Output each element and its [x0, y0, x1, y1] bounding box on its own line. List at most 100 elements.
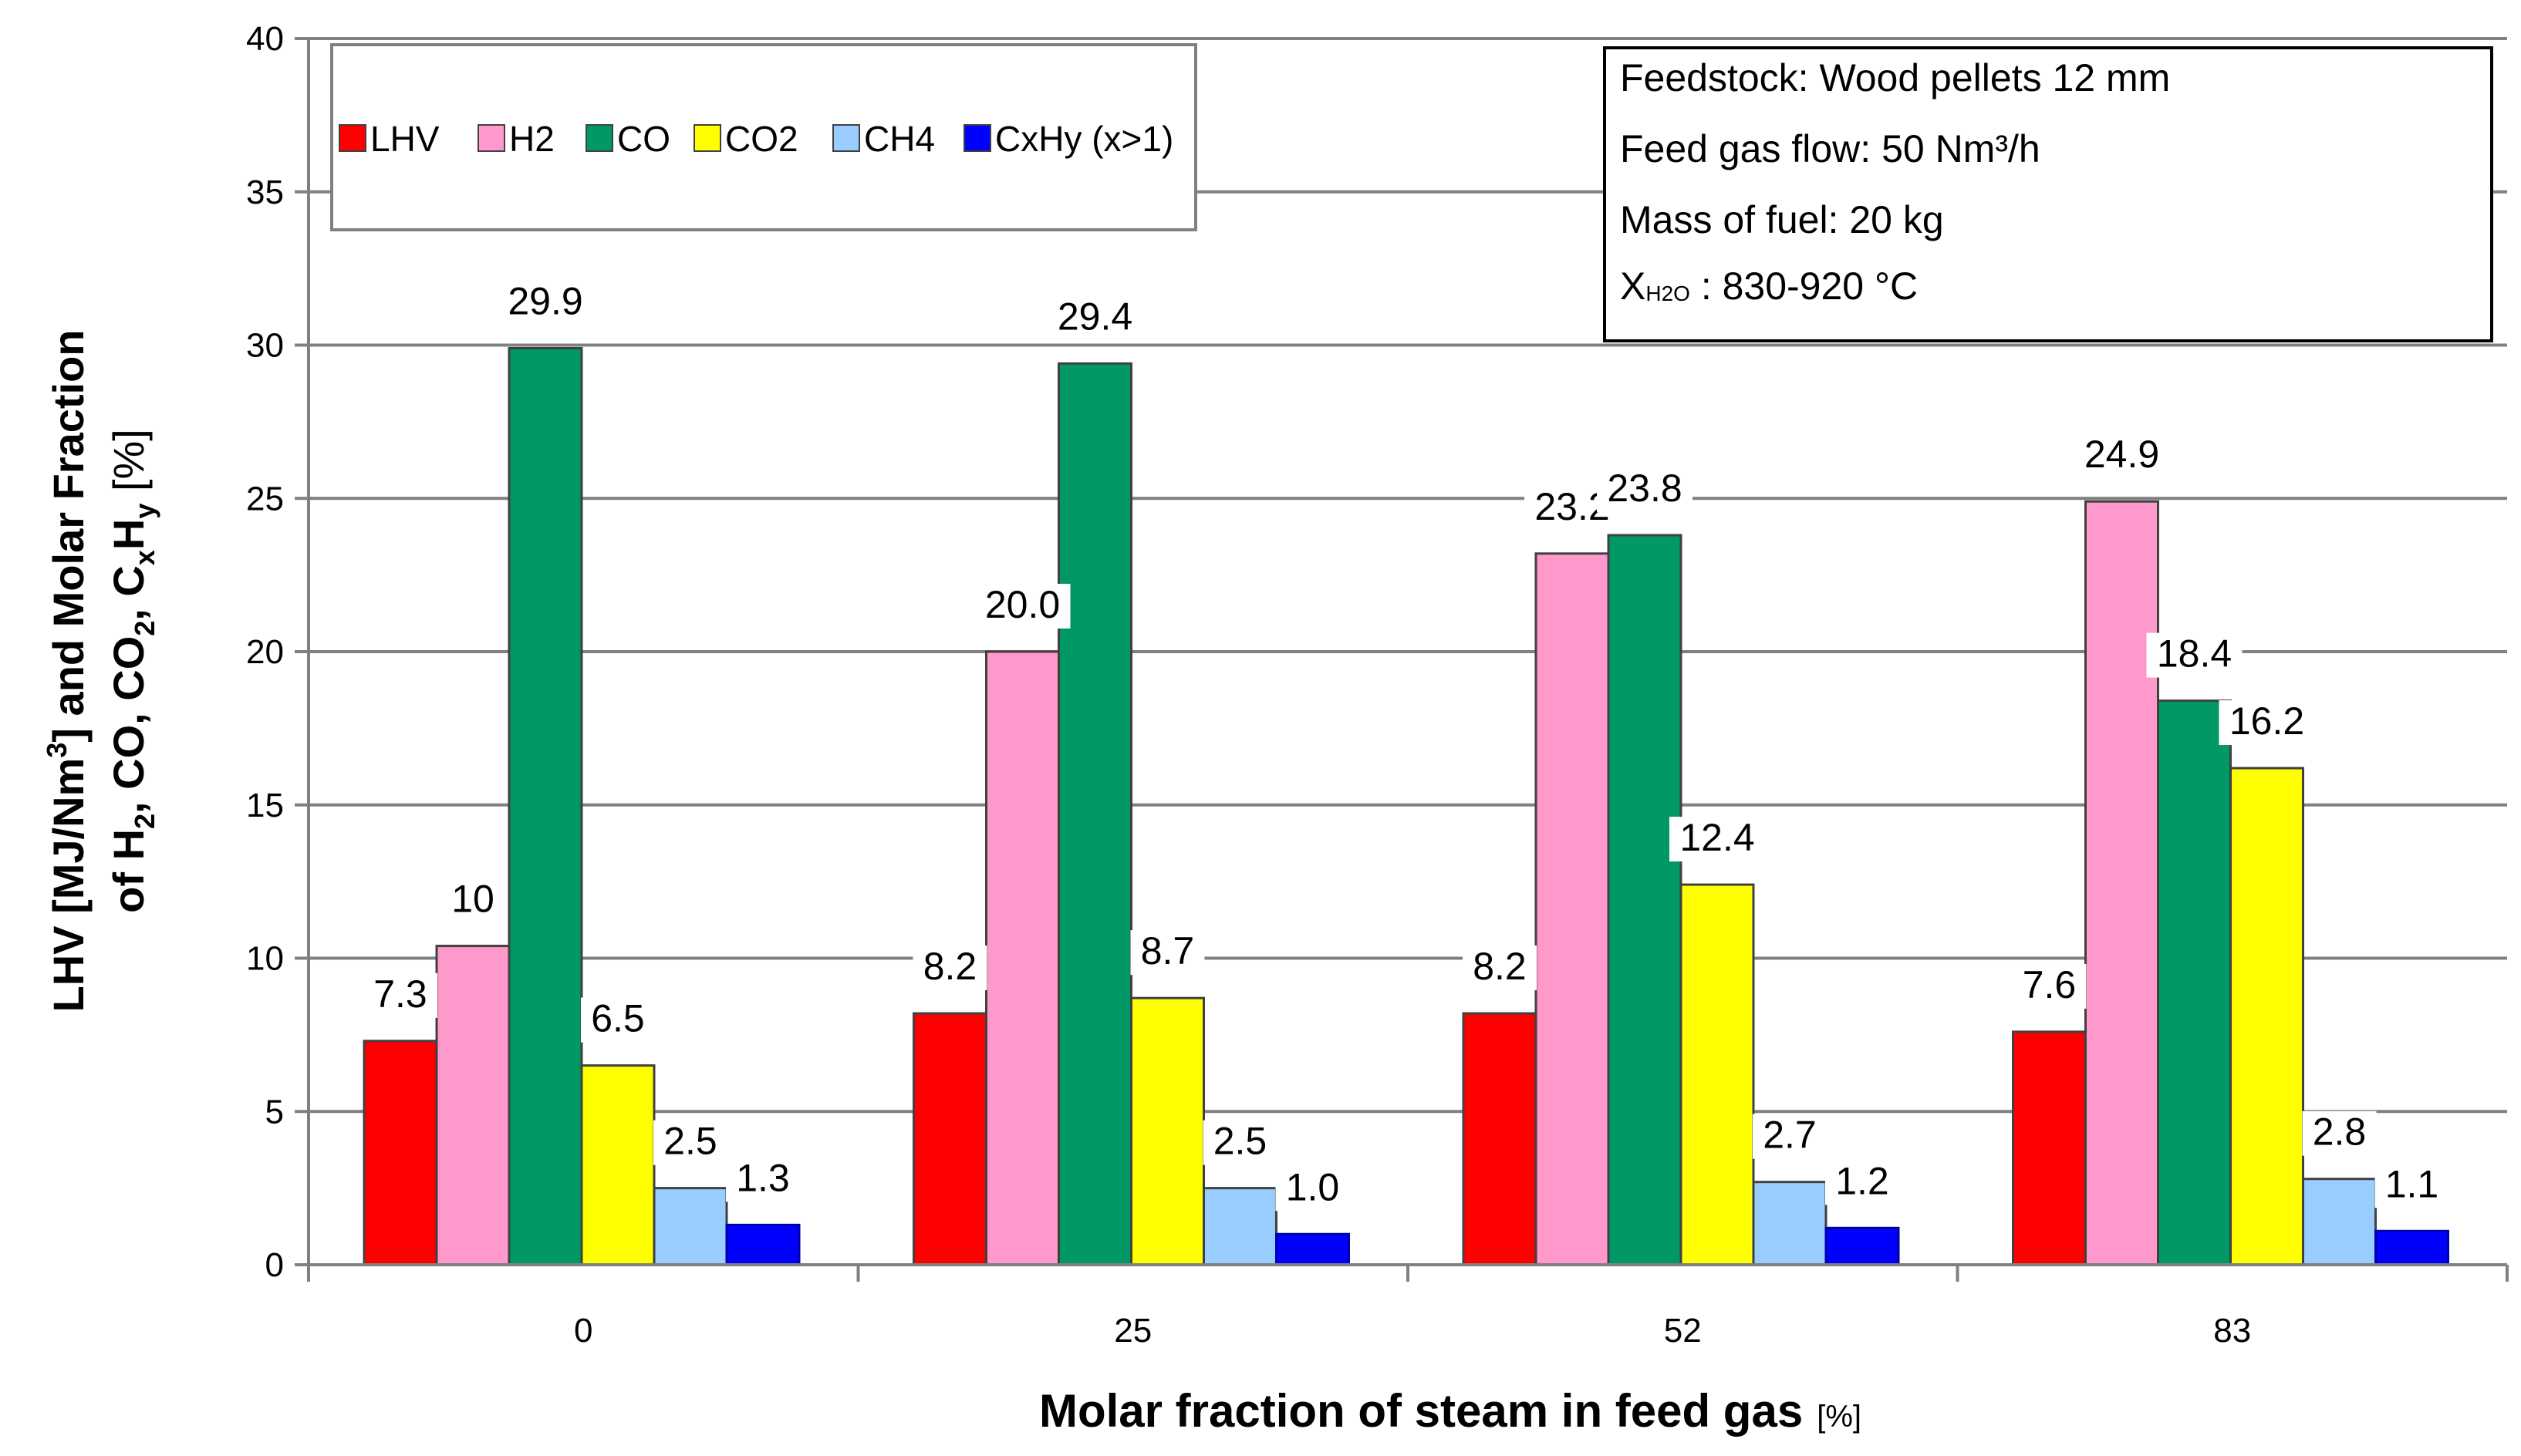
data-label: 2.8: [2313, 1111, 2367, 1154]
data-label: 1.1: [2385, 1162, 2439, 1205]
bar-h2-52: [1534, 552, 1610, 1266]
bar-cxhy-0: [725, 1223, 801, 1266]
legend-label: H2: [509, 119, 555, 159]
data-label-bg: [1753, 1114, 1827, 1159]
data-label: 8.2: [923, 945, 977, 988]
data-label: 12.4: [1679, 816, 1754, 859]
data-label: 29.9: [508, 279, 582, 322]
info-temperature: XH2O : 830-920 °C: [1620, 265, 1918, 308]
bars: [363, 346, 2449, 1266]
bar-ch4-52: [1752, 1181, 1827, 1266]
legend-label: CO2: [725, 119, 798, 159]
info-mass-of-fuel: Mass of fuel: 20 kg: [1620, 198, 1944, 241]
data-label-bg: [1597, 467, 1692, 512]
data-label-bg: [581, 997, 655, 1043]
bar-cxhy-25: [1275, 1232, 1350, 1266]
legend-label: CH4: [864, 119, 935, 159]
x-tick-label: 52: [1664, 1312, 1702, 1350]
data-label-bg: [1203, 1120, 1277, 1165]
data-label: 2.7: [1763, 1114, 1817, 1157]
data-label-bg: [653, 1120, 727, 1165]
data-label-bg: [2012, 963, 2087, 1009]
bar-ch4-0: [653, 1187, 728, 1266]
data-label: 6.5: [591, 997, 645, 1040]
data-label-bg: [1825, 1160, 1899, 1205]
legend-label: CxHy (x>1): [995, 119, 1173, 159]
info-box-frame: [1603, 46, 2493, 342]
bar-co-0: [508, 346, 583, 1266]
y-axis-title-line1: LHV [MJ/Nm3] and Molar Fraction: [41, 330, 93, 1013]
data-label: 10: [451, 878, 494, 921]
data-label: 2.5: [1213, 1120, 1267, 1163]
data-label: 8.2: [1473, 945, 1527, 988]
data-label-bg: [2302, 1111, 2377, 1156]
data-label: 7.6: [2023, 963, 2077, 1006]
bar-lhv-25: [913, 1012, 987, 1266]
data-label-bg: [1047, 295, 1143, 341]
legend-items: LHV H2 CO CO2 CH4 CxHy (x>1): [339, 119, 1173, 159]
y-tick-label: 30: [246, 327, 284, 365]
data-label-bg: [363, 972, 437, 1018]
data-label-bg: [913, 945, 987, 991]
data-label-bg: [1669, 817, 1765, 862]
data-label-bg: [2374, 1163, 2449, 1208]
x-axis-title: Molar fraction of steam in feed gas [%]: [1039, 1385, 1861, 1437]
legend: LHV H2 CO CO2 CH4 CxHy (x>1): [330, 43, 1197, 231]
bar-co2-0: [580, 1064, 656, 1266]
data-label: 18.4: [2157, 632, 2232, 676]
data-label-bg: [498, 280, 593, 325]
bar-cxhy-83: [2374, 1229, 2449, 1266]
data-label: 8.7: [1141, 929, 1195, 972]
bar-lhv-0: [363, 1040, 438, 1266]
bar-h2-83: [2084, 500, 2159, 1266]
legend-label: CO: [617, 119, 670, 159]
data-label: 1.2: [1835, 1159, 1889, 1202]
legend-swatch: [694, 124, 721, 152]
data-label: 20.0: [985, 583, 1060, 626]
data-label-bg: [1463, 945, 1537, 991]
bar-co-52: [1607, 534, 1682, 1266]
bar-h2-0: [435, 945, 511, 1266]
info-box: Feedstock: Wood pellets 12 mm Feed gas f…: [1603, 46, 2493, 342]
bar-ch4-25: [1203, 1187, 1277, 1266]
data-label: 24.9: [2084, 433, 2159, 476]
info-feedstock: Feedstock: Wood pellets 12 mm: [1620, 56, 2170, 99]
y-tick-label: 25: [246, 480, 284, 517]
y-tick-label: 5: [265, 1093, 284, 1131]
data-label: 1.3: [736, 1156, 790, 1199]
x-tick-label: 25: [1114, 1312, 1152, 1350]
data-label-bg: [447, 878, 499, 923]
y-tick-label: 40: [246, 20, 284, 58]
y-axis-title-line2: of H2, CO, CO2, CxHy [%]: [104, 429, 160, 913]
data-label-bg: [974, 584, 1071, 629]
y-tick-label: 0: [265, 1246, 284, 1284]
y-tick-label: 15: [246, 787, 284, 824]
data-label: 7.3: [373, 972, 427, 1016]
legend-swatch: [478, 124, 505, 152]
data-label: 16.2: [2229, 699, 2304, 743]
data-label: 23.8: [1607, 467, 1682, 510]
legend-box: [330, 43, 1197, 231]
legend-swatch: [586, 124, 613, 152]
bar-lhv-52: [1462, 1012, 1537, 1266]
y-tick-label: 35: [246, 174, 284, 211]
bar-co-25: [1058, 362, 1132, 1266]
legend-swatch: [832, 124, 860, 152]
data-label-bg: [2219, 700, 2315, 746]
bar-co2-83: [2229, 767, 2304, 1266]
y-tick-label: 10: [246, 940, 284, 978]
legend-swatch: [964, 124, 991, 152]
data-label: 29.4: [1058, 295, 1132, 338]
data-label: 1.0: [1286, 1165, 1340, 1208]
info-feed-gas-flow: Feed gas flow: 50 Nm³/h: [1620, 127, 2040, 170]
y-axis-title: LHV [MJ/Nm3] and Molar Fraction of H2, C…: [41, 330, 160, 1013]
data-label-bg: [1130, 930, 1205, 976]
legend-label: LHV: [370, 119, 440, 159]
axis-ticks: 0 5 10 15 20 25 30 35 40 0 25 52 83: [246, 20, 2509, 1350]
bar-co2-25: [1130, 996, 1205, 1266]
x-tick-label: 83: [2213, 1312, 2251, 1350]
data-label: 2.5: [663, 1120, 717, 1163]
bar-co-83: [2157, 699, 2232, 1266]
